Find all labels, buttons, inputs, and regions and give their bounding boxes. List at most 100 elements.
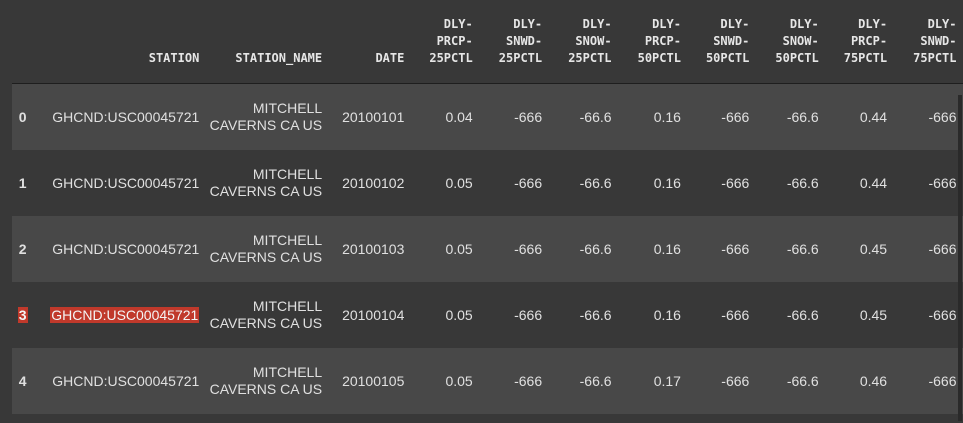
table-cell: GHCND:USC00045721 [33,216,206,282]
table-cell: 0.45 [824,282,894,348]
column-header: DLY-SNWD-75PCTL [893,0,963,84]
table-cell: GHCND:USC00045721 [33,282,206,348]
table-cell: -666 [893,150,963,216]
cell-text: MITCHELL CAVERNS CA US [209,166,323,199]
table-cell: 0.05 [410,150,479,216]
cell-text: 0.05 [445,306,473,323]
cell-text: MITCHELL CAVERNS CA US [209,232,323,265]
cell-text: -666 [721,306,750,323]
column-header: DATE [328,0,411,84]
cell-text: 0.16 [653,306,681,323]
column-header: DLY-PRCP-75PCTL [824,0,894,84]
cell-text: 0.44 [859,174,888,191]
table-cell: -666 [478,348,549,414]
column-header: DLY-SNOW-50PCTL [755,0,825,84]
cell-text: 0.17 [653,372,681,389]
cell-text: -666 [721,174,750,191]
table-cell: 20100102 [328,150,411,216]
cell-text: -666 [928,174,957,191]
table-cell: -66.6 [755,282,825,348]
table-row: 4 GHCND:USC00045721 MITCHELL CAVERNS CA US… [12,348,963,414]
cell-text: -66.6 [786,174,819,191]
scrollbar[interactable] [958,95,962,421]
cell-text: GHCND:USC00045721 [52,174,200,191]
column-header: DLY-SNOW-25PCTL [548,0,618,84]
table-cell: 0.05 [410,216,479,282]
table-cell: -666 [893,83,963,150]
cell-text: MITCHELL CAVERNS CA US [209,364,323,397]
cell-text: 0.05 [445,174,473,191]
cell-text: 20100102 [342,174,405,191]
table-cell: -66.6 [548,216,618,282]
table-cell: 0.05 [410,282,479,348]
table-cell: 0.04 [410,83,479,150]
cell-text: -66.6 [786,372,819,389]
cell-text: -666 [514,372,543,389]
table-cell: -666 [686,348,756,414]
table-cell: -666 [478,83,549,150]
table-cell: -66.6 [548,150,618,216]
table-row: 1 GHCND:USC00045721 MITCHELL CAVERNS CA US… [12,150,963,216]
table-cell: 0.16 [617,150,687,216]
cell-text: -66.6 [579,108,612,125]
cell-text: -66.6 [579,306,612,323]
cell-text: -66.6 [786,108,819,125]
table-cell: -666 [478,216,549,282]
cell-text: -666 [928,240,957,257]
table-cell: GHCND:USC00045721 [33,83,206,150]
row-index-text: 1 [18,174,27,191]
cell-text: 0.04 [445,108,473,125]
column-header: DLY-PRCP-50PCTL [617,0,687,84]
table-cell: -66.6 [755,216,825,282]
table-cell: -66.6 [548,83,618,150]
cell-text: -666 [514,174,543,191]
cell-text: -66.6 [579,174,612,191]
row-index-text: 3 [17,306,28,323]
table-cell: -66.6 [548,282,618,348]
table-cell: 0.16 [617,282,687,348]
table-cell: -666 [478,282,549,348]
table-row: 3 GHCND:USC00045721 MITCHELL CAVERNS CA US… [12,282,963,348]
index-header [12,0,34,84]
cell-text: -666 [721,108,750,125]
table-cell: -666 [686,282,756,348]
cell-text: 0.05 [445,372,473,389]
table-cell: 20100104 [328,282,411,348]
table-cell: MITCHELL CAVERNS CA US [205,282,329,348]
cell-text: -666 [928,306,957,323]
cell-text: MITCHELL CAVERNS CA US [209,100,323,133]
table-cell: -666 [686,216,756,282]
cell-text: 0.05 [445,240,473,257]
table-cell: -666 [893,348,963,414]
table-cell: MITCHELL CAVERNS CA US [205,348,329,414]
cell-text: -666 [721,240,750,257]
table-cell: -66.6 [755,83,825,150]
table-cell: 0.45 [824,216,894,282]
cell-text: 0.16 [653,174,681,191]
cell-text: -66.6 [579,240,612,257]
table-cell: 0.44 [824,150,894,216]
row-index-text: 0 [18,108,27,125]
cell-text: -666 [928,108,957,125]
table-cell: -66.6 [548,348,618,414]
header-row: STATION STATION_NAME DATE DLY-PRCP-25PCTL DL… [12,0,963,84]
table-cell: -666 [893,216,963,282]
row-index: 3 [12,282,34,348]
cell-text: -666 [928,372,957,389]
table-cell: MITCHELL CAVERNS CA US [205,83,329,150]
cell-text: 20100104 [342,306,405,323]
cell-text: GHCND:USC00045721 [52,108,200,125]
table-cell: 20100101 [328,83,411,150]
table-cell: -666 [686,150,756,216]
cell-text: 0.45 [859,240,888,257]
table-cell: 0.16 [617,216,687,282]
table-cell: -66.6 [755,150,825,216]
cell-text: MITCHELL CAVERNS CA US [209,298,323,331]
table-cell: 20100105 [328,348,411,414]
cell-text: 0.44 [859,108,888,125]
row-index: 4 [12,348,34,414]
row-index: 2 [12,216,34,282]
table-cell: 0.05 [410,348,479,414]
column-header: DLY-SNWD-25PCTL [478,0,549,84]
